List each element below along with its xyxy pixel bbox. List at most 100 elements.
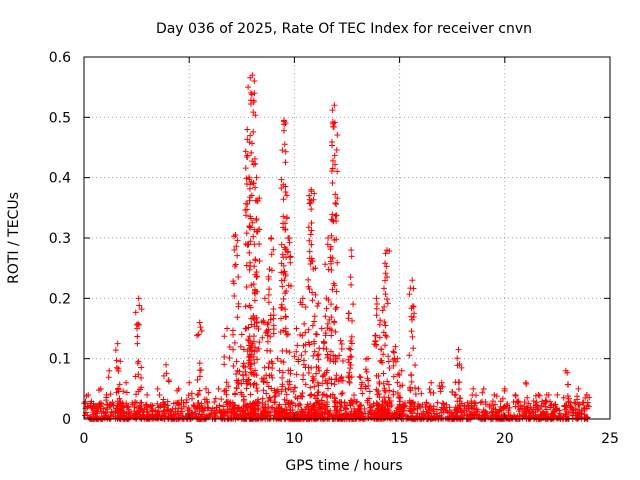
spike-point [249, 219, 256, 226]
spike-peak-point [268, 235, 275, 241]
spike-point [323, 305, 330, 312]
spike-point [308, 391, 315, 398]
spike-peak-point [337, 337, 344, 344]
spike-peak-point [543, 391, 550, 398]
spike-point [382, 388, 389, 395]
spike-point [233, 358, 240, 365]
spike-point [113, 364, 120, 371]
spike-point [183, 414, 190, 421]
spike-point [233, 243, 240, 250]
spike-point [385, 381, 392, 388]
spike-point [198, 400, 205, 407]
spike-point [138, 374, 145, 381]
spike-point [315, 364, 322, 371]
spike-point [524, 394, 531, 401]
spike-point [218, 396, 225, 403]
spike-point [267, 316, 274, 323]
spike-point [316, 367, 323, 374]
spike-point [458, 364, 465, 371]
spike-peak-point [253, 174, 260, 181]
spike-point [327, 408, 334, 415]
spike-point [372, 338, 379, 345]
spike-point [306, 341, 313, 348]
spike-point [319, 373, 326, 380]
spike-point [301, 320, 308, 327]
spike-point [248, 91, 255, 98]
spike-peak-point [123, 379, 130, 386]
spike-point [240, 363, 247, 370]
background-point [265, 398, 272, 405]
spike-point [250, 338, 257, 345]
spike-point [348, 333, 355, 340]
spike-point [256, 257, 263, 264]
spike-point [230, 362, 237, 369]
spike-peak-point [232, 231, 239, 238]
spike-point [287, 253, 294, 260]
spike-point [327, 260, 334, 267]
spike-point [231, 233, 238, 240]
spike-peak-point [575, 385, 582, 392]
spike-point [324, 351, 331, 358]
spike-point [322, 330, 329, 337]
spike-point [259, 334, 266, 341]
spike-point [328, 327, 335, 334]
spike-point [410, 345, 417, 352]
spike-point [410, 314, 417, 321]
background-point [175, 399, 182, 406]
background-point [519, 405, 526, 412]
spike-point [324, 403, 331, 410]
spike-point [245, 376, 252, 383]
spike-point [253, 268, 260, 275]
spike-point [347, 346, 354, 353]
spike-point [572, 405, 579, 412]
background-point [362, 410, 369, 417]
spike-point [251, 359, 258, 366]
spike-point [197, 414, 204, 421]
spike-point [282, 271, 289, 278]
spike-point [278, 315, 285, 322]
spike-point [294, 342, 301, 349]
spike-point [183, 399, 190, 406]
spike-point [339, 390, 346, 397]
background-point [231, 401, 238, 408]
spike-point [490, 398, 497, 405]
spike-point [337, 413, 344, 420]
spike-point [426, 385, 433, 392]
spike-point [278, 269, 285, 276]
spike-peak-point [583, 391, 590, 398]
spike-point [113, 405, 120, 412]
spike-point [298, 393, 305, 400]
spike-peak-point [238, 331, 245, 338]
spike-point [185, 392, 192, 399]
spike-point [286, 349, 293, 356]
spike-point [376, 334, 383, 341]
spike-point [244, 404, 251, 411]
spike-point [299, 332, 306, 339]
spike-point [280, 359, 287, 366]
spike-point [116, 395, 123, 402]
spike-point [380, 370, 387, 377]
background-point [456, 402, 463, 409]
spike-point [380, 351, 387, 358]
spike-point [194, 376, 201, 383]
background-point [190, 401, 197, 408]
spike-point [331, 237, 338, 244]
spike-point [247, 391, 254, 398]
background-point [554, 405, 561, 412]
spike-point [396, 371, 403, 378]
spike-point [522, 413, 529, 420]
background-point [414, 410, 421, 417]
spike-point [306, 248, 313, 255]
spike-point [246, 139, 253, 146]
y-tick-label: 0 [62, 412, 71, 428]
spike-point [160, 407, 167, 414]
spike-point [261, 364, 268, 371]
spike-point [279, 304, 286, 311]
spike-point [301, 411, 308, 418]
spike-point [213, 404, 220, 411]
spike-point [308, 206, 315, 213]
spike-point [244, 152, 251, 159]
spike-peak-point [308, 186, 315, 193]
spike-point [136, 302, 143, 309]
spike-peak-point [135, 295, 142, 302]
